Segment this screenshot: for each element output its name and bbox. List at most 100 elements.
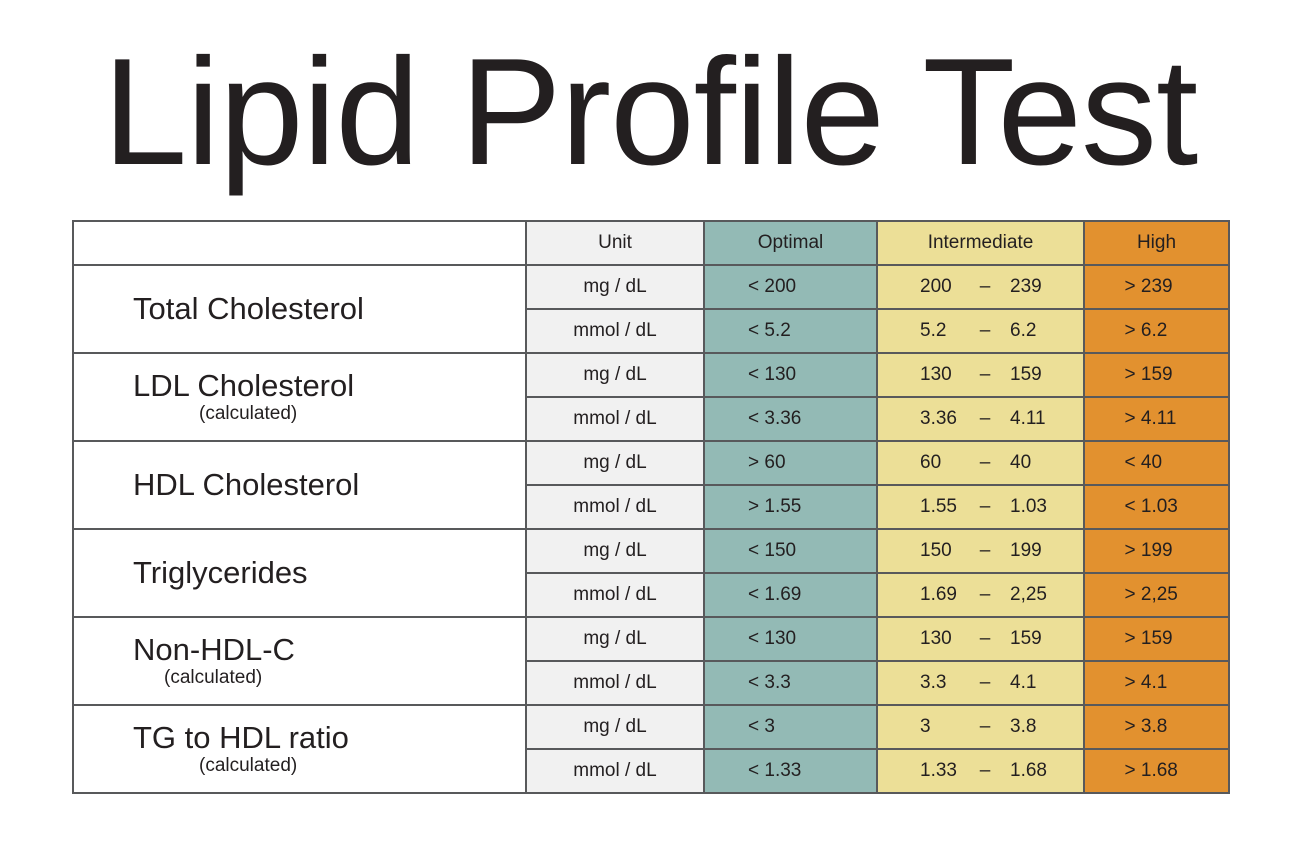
range-separator: – [979, 408, 991, 429]
intermediate-high: 239 [1010, 276, 1042, 297]
optimal-value: < 200 [748, 276, 797, 297]
intermediate-low: 200 [920, 276, 952, 297]
range-separator: – [979, 628, 991, 649]
intermediate-high: 3.8 [1010, 716, 1037, 737]
high-cell: > 6.2 [1083, 308, 1230, 354]
high-value: > 6.2 [1124, 320, 1168, 341]
optimal-value: < 1.69 [748, 584, 802, 605]
intermediate-low: 1.69 [920, 584, 957, 605]
page-title: Lipid Profile Test [102, 27, 1198, 197]
high-value: > 2,25 [1124, 584, 1178, 605]
intermediate-cell: 130 – 159 [876, 616, 1085, 662]
high-cell: > 4.1 [1083, 660, 1230, 706]
test-subtitle: (calculated) [199, 403, 298, 424]
test-name: Non-HDL-C [133, 632, 295, 667]
high-value: > 1.68 [1124, 760, 1178, 781]
optimal-value: < 3.36 [748, 408, 802, 429]
table-row: mmol / dL < 1.33 1.33 – 1.68 > 1.68 [73, 748, 1230, 794]
table-row: mmol / dL < 1.69 1.69 – 2,25 > 2,25 [73, 572, 1230, 618]
high-cell: > 3.8 [1083, 704, 1230, 750]
intermediate-high: 199 [1010, 540, 1042, 561]
high-value: > 4.11 [1124, 408, 1177, 429]
optimal-cell: < 130 [703, 352, 878, 398]
test-name-cell: Triglycerides [72, 528, 527, 618]
optimal-value: > 60 [748, 452, 786, 473]
intermediate-low: 1.55 [920, 496, 957, 517]
unit-cell: mmol / dL [525, 660, 705, 706]
unit-cell: mmol / dL [525, 572, 705, 618]
intermediate-low: 3.3 [920, 672, 947, 693]
test-name-cell: TG to HDL ratio (calculated) [72, 704, 527, 794]
intermediate-high: 1.68 [1010, 760, 1047, 781]
intermediate-cell: 130 – 159 [876, 352, 1085, 398]
test-name: LDL Cholesterol [133, 368, 355, 403]
table-row: mmol / dL < 5.2 5.2 – 6.2 > 6.2 [73, 308, 1230, 354]
optimal-value: < 1.33 [748, 760, 802, 781]
optimal-cell: < 1.33 [703, 748, 878, 794]
high-value: > 199 [1124, 540, 1173, 561]
test-name-cell: HDL Cholesterol [72, 440, 527, 530]
intermediate-high: 1.03 [1010, 496, 1047, 517]
header-high: High [1083, 220, 1230, 266]
range-separator: – [979, 320, 991, 341]
unit-cell: mg / dL [525, 440, 705, 486]
test-name: Total Cholesterol [133, 291, 364, 326]
unit-cell: mg / dL [525, 704, 705, 750]
optimal-value: < 3.3 [748, 672, 791, 693]
intermediate-low: 3.36 [920, 408, 957, 429]
table-row: Triglycerides mg / dL < 150 150 – 199 > … [72, 528, 1230, 618]
intermediate-high: 4.11 [1010, 408, 1046, 429]
intermediate-cell: 5.2 – 6.2 [876, 308, 1085, 354]
intermediate-cell: 1.33 – 1.68 [876, 748, 1085, 794]
range-separator: – [979, 452, 991, 473]
unit-cell: mg / dL [525, 528, 705, 574]
table-row: Non-HDL-C (calculated) mg / dL < 130 130… [72, 616, 1230, 706]
intermediate-cell: 150 – 199 [876, 528, 1085, 574]
high-value: < 1.03 [1124, 496, 1178, 517]
test-name-cell: Total Cholesterol [72, 264, 527, 354]
high-value: > 239 [1124, 276, 1173, 297]
table-row: Total Cholesterol mg / dL < 200 200 – 23… [72, 264, 1230, 354]
high-cell: > 159 [1083, 616, 1230, 662]
optimal-cell: > 60 [703, 440, 878, 486]
test-name-cell: Non-HDL-C (calculated) [72, 616, 527, 706]
high-cell: < 1.03 [1083, 484, 1230, 530]
unit-cell: mmol / dL [525, 308, 705, 354]
optimal-cell: < 200 [703, 264, 878, 310]
high-cell: > 199 [1083, 528, 1230, 574]
header-unit: Unit [525, 220, 705, 266]
header-optimal: Optimal [703, 220, 878, 266]
intermediate-cell: 60 – 40 [876, 440, 1085, 486]
optimal-cell: < 150 [703, 528, 878, 574]
optimal-cell: < 1.69 [703, 572, 878, 618]
intermediate-cell: 1.69 – 2,25 [876, 572, 1085, 618]
intermediate-low: 60 [920, 452, 942, 473]
test-name: TG to HDL ratio [133, 720, 349, 755]
intermediate-low: 5.2 [920, 320, 947, 341]
lipid-table: Unit Optimal Intermediate High Total Cho… [72, 220, 1230, 794]
high-value: > 159 [1124, 628, 1173, 649]
optimal-value: < 130 [748, 628, 797, 649]
optimal-cell: > 1.55 [703, 484, 878, 530]
range-separator: – [979, 540, 991, 561]
intermediate-low: 3 [920, 716, 931, 737]
optimal-value: < 3 [748, 716, 775, 737]
high-cell: < 40 [1083, 440, 1230, 486]
header-intermediate: Intermediate [876, 220, 1085, 266]
unit-cell: mg / dL [525, 352, 705, 398]
high-cell: > 4.11 [1083, 396, 1230, 442]
range-separator: – [979, 364, 991, 385]
unit-cell: mmol / dL [525, 484, 705, 530]
intermediate-cell: 3 – 3.8 [876, 704, 1085, 750]
optimal-value: < 5.2 [748, 320, 791, 341]
test-subtitle: (calculated) [164, 667, 263, 688]
range-separator: – [979, 760, 991, 781]
table-row: mmol / dL > 1.55 1.55 – 1.03 < 1.03 [73, 484, 1230, 530]
range-separator: – [979, 716, 991, 737]
table-row: LDL Cholesterol (calculated) mg / dL < 1… [72, 352, 1230, 442]
high-value: > 3.8 [1124, 716, 1168, 737]
intermediate-cell: 3.36 – 4.11 [876, 396, 1085, 442]
intermediate-high: 159 [1010, 364, 1042, 385]
test-name: HDL Cholesterol [133, 467, 360, 502]
high-cell: > 159 [1083, 352, 1230, 398]
